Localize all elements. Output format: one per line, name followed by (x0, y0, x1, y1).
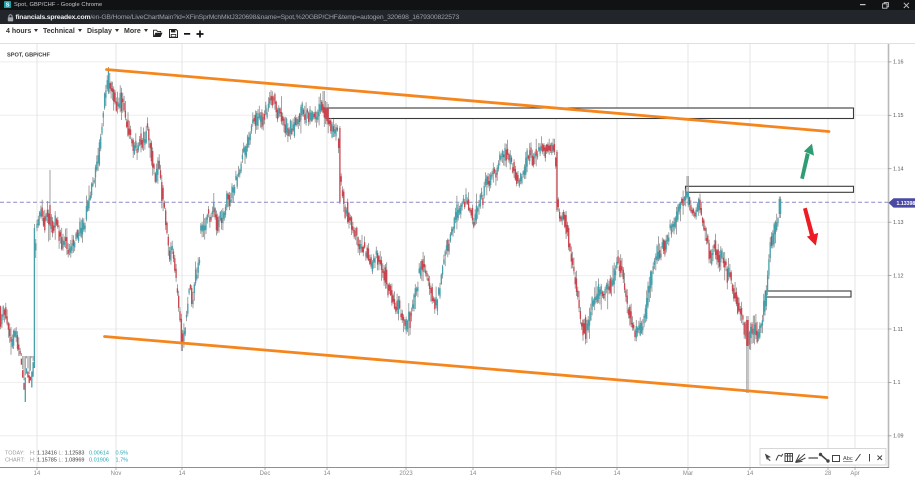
svg-text:H: 1.15785 L: 1.08969: H: 1.15785 L: 1.08969 (30, 457, 84, 463)
svg-text:1.11: 1.11 (893, 327, 903, 333)
svg-text:0.00614: 0.00614 (89, 451, 109, 457)
svg-text:0.5%: 0.5% (116, 451, 129, 457)
svg-text:14: 14 (747, 471, 754, 477)
svg-text:1.09: 1.09 (893, 434, 904, 440)
svg-text:S: S (5, 3, 9, 8)
svg-text:14: 14 (470, 471, 477, 477)
svg-text:Nov: Nov (111, 471, 122, 477)
svg-text:14: 14 (34, 471, 41, 477)
svg-text:0.01906: 0.01906 (89, 457, 109, 463)
svg-text:Dec: Dec (260, 471, 271, 477)
svg-text:CHART:: CHART: (5, 457, 25, 463)
svg-text:1.7%: 1.7% (116, 457, 129, 463)
svg-text:1.14: 1.14 (893, 167, 904, 173)
svg-text:14: 14 (324, 471, 331, 477)
svg-text:1.16: 1.16 (893, 60, 904, 66)
svg-text:H: 1.13416 L: 1.12583: H: 1.13416 L: 1.12583 (30, 451, 84, 457)
svg-text:TODAY:: TODAY: (5, 451, 25, 457)
svg-text:1.1: 1.1 (893, 380, 901, 386)
svg-text:Abc: Abc (843, 456, 853, 462)
svg-text:Apr: Apr (850, 471, 859, 477)
svg-text:14: 14 (614, 471, 621, 477)
svg-text:SPOT, GBP/CHF: SPOT, GBP/CHF (7, 53, 50, 59)
svg-text:1.13398: 1.13398 (897, 201, 915, 207)
svg-text:28: 28 (825, 471, 832, 477)
svg-text:1.15: 1.15 (893, 113, 904, 119)
svg-text:2023: 2023 (399, 471, 413, 477)
svg-text:1.13: 1.13 (893, 220, 904, 226)
svg-text:Mar: Mar (683, 471, 693, 477)
svg-text:Feb: Feb (551, 471, 562, 477)
svg-text:1.12: 1.12 (893, 273, 904, 279)
svg-text:14: 14 (179, 471, 186, 477)
